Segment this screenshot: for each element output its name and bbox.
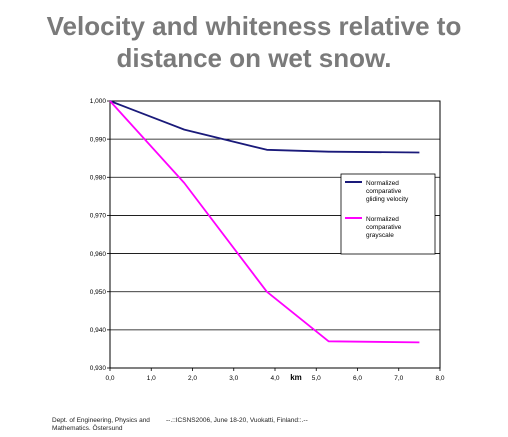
y-tick-label: 1,000 [90, 98, 107, 105]
x-tick-label: 4,0 [270, 375, 279, 382]
y-axis-ticks: 1,000 0,990 0,980 0,970 0,960 0,950 0,940 0,930 [90, 98, 110, 372]
slide-title: Velocity and whiteness relative to dista… [0, 10, 508, 74]
title-line-1: Velocity and whiteness relative to [46, 11, 462, 41]
x-tick-label: 2,0 [188, 375, 197, 382]
x-tick-label: 3,0 [229, 375, 238, 382]
legend-label-gliding-velocity: Normalized comparative gliding velocity [366, 180, 409, 203]
x-tick-label: 8,0 [435, 375, 444, 382]
series-line-gliding-velocity [109, 100, 420, 154]
x-tick-label: 7,0 [394, 375, 403, 382]
y-tick-label: 0,980 [90, 174, 107, 181]
y-tick-label: 0,970 [90, 213, 107, 220]
series-line-grayscale [109, 100, 420, 344]
legend-label-grayscale: Normalized comparative grayscale [366, 216, 402, 239]
x-tick-label: 5,0 [312, 375, 321, 382]
series-lines [109, 100, 420, 344]
y-tick-label: 0,960 [90, 251, 107, 258]
legend-box [340, 173, 436, 255]
y-tick-label: 0,990 [90, 136, 107, 143]
x-tick-label: 6,0 [353, 375, 362, 382]
y-tick-label: 0,940 [90, 327, 107, 334]
footer-conference: --.::ICSNS2006, June 18-20, Vuokatti, Fi… [166, 417, 308, 424]
legend: Normalized comparative gliding velocity No… [340, 173, 436, 255]
title-line-2: distance on wet snow. [116, 43, 392, 73]
x-axis-ticks: 0,0 1,0 2,0 3,0 4,0 5,0 6,0 7,0 8,0 [105, 368, 445, 382]
x-tick-label: 1,0 [147, 375, 156, 382]
y-tick-label: 0,950 [90, 289, 107, 296]
footer-department: Dept. of Engineering, Physics and Mathem… [52, 417, 150, 432]
x-axis-label: km [290, 373, 302, 382]
y-tick-label: 0,930 [90, 365, 107, 372]
x-tick-label: 0,0 [105, 375, 114, 382]
